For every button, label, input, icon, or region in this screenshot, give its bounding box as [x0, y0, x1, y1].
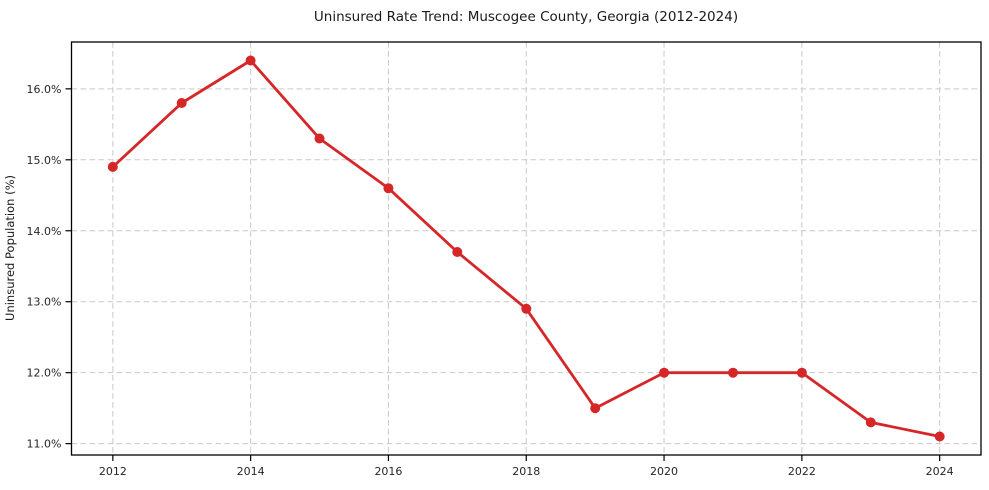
x-tick-label: 2012	[99, 465, 127, 478]
data-point-2014	[245, 55, 256, 66]
y-axis-label: Uninsured Population (%)	[3, 175, 17, 321]
data-point-2022	[796, 367, 807, 378]
x-tick-label: 2022	[788, 465, 816, 478]
data-point-2017	[452, 247, 463, 257]
y-tick-label: 13.0%	[27, 296, 62, 309]
data-point-2023	[865, 417, 876, 428]
tick-labels: 2012 2014 2016 2018 2020 2022 2024 11.0% 12.0% 13…	[27, 83, 954, 478]
axes-frame	[70, 41, 982, 456]
chart-title: Uninsured Rate Trend: Muscogee County, G…	[314, 9, 738, 25]
x-tick-label: 2018	[512, 465, 540, 478]
y-tick-label: 15.0%	[27, 154, 62, 167]
gridlines	[71, 42, 981, 455]
data-point-2019	[590, 403, 601, 414]
data-point-2021	[728, 367, 738, 378]
data-series	[107, 55, 945, 442]
tick-marks	[65, 88, 941, 461]
y-tick-label: 11.0%	[27, 438, 62, 451]
y-tick-label: 12.0%	[27, 367, 62, 380]
y-tick-label: 16.0%	[27, 83, 62, 96]
x-tick-label: 2024	[926, 465, 954, 478]
data-point-2016	[383, 183, 394, 194]
y-tick-label: 14.0%	[27, 225, 62, 238]
data-point-2024	[934, 431, 945, 442]
data-point-2015	[314, 133, 325, 144]
data-point-2013	[176, 98, 187, 108]
data-point-2012	[107, 161, 118, 172]
x-tick-label: 2020	[650, 465, 678, 478]
data-point-2018	[521, 303, 532, 314]
plot-border	[70, 41, 982, 456]
x-tick-label: 2016	[374, 465, 402, 478]
x-tick-label: 2014	[237, 465, 265, 478]
data-point-2020	[659, 367, 670, 378]
